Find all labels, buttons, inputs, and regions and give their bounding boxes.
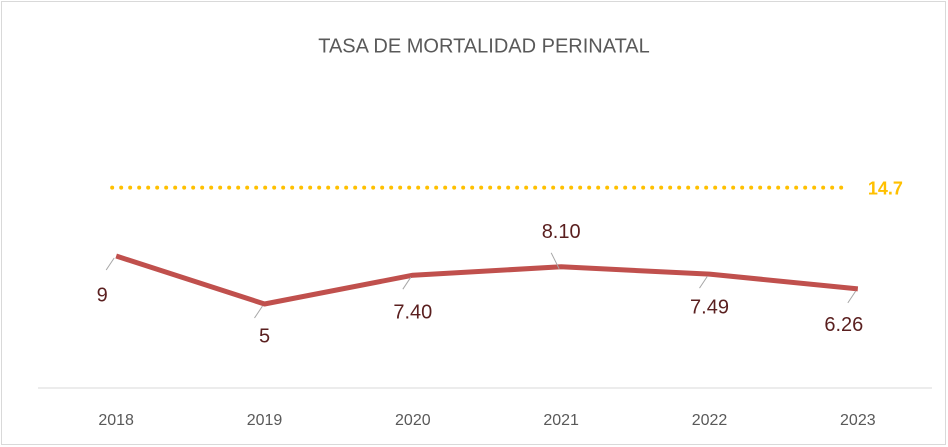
leader-line	[550, 252, 560, 270]
x-tick-label: 2023	[840, 412, 876, 429]
leader-line	[254, 305, 263, 319]
data-label: 7.40	[393, 301, 432, 323]
x-tick-label: 2019	[247, 412, 283, 429]
data-label: 5	[259, 325, 270, 347]
data-label: 6.26	[824, 314, 863, 336]
leader-line	[847, 290, 857, 304]
leader-line	[402, 276, 412, 290]
chart-title: TASA DE MORTALIDAD PERINATAL	[318, 35, 650, 57]
leader-line	[105, 257, 115, 271]
reference-label: 14.7	[868, 178, 903, 198]
leader-line	[699, 275, 708, 289]
x-tick-label: 2021	[543, 412, 579, 429]
data-label: 9	[97, 284, 108, 306]
data-label: 8.10	[542, 221, 581, 243]
data-line	[115, 253, 859, 307]
x-tick-label: 2022	[692, 412, 728, 429]
x-tick-label: 2018	[98, 412, 134, 429]
data-label: 7.49	[690, 296, 729, 318]
x-tick-label: 2020	[395, 412, 431, 429]
